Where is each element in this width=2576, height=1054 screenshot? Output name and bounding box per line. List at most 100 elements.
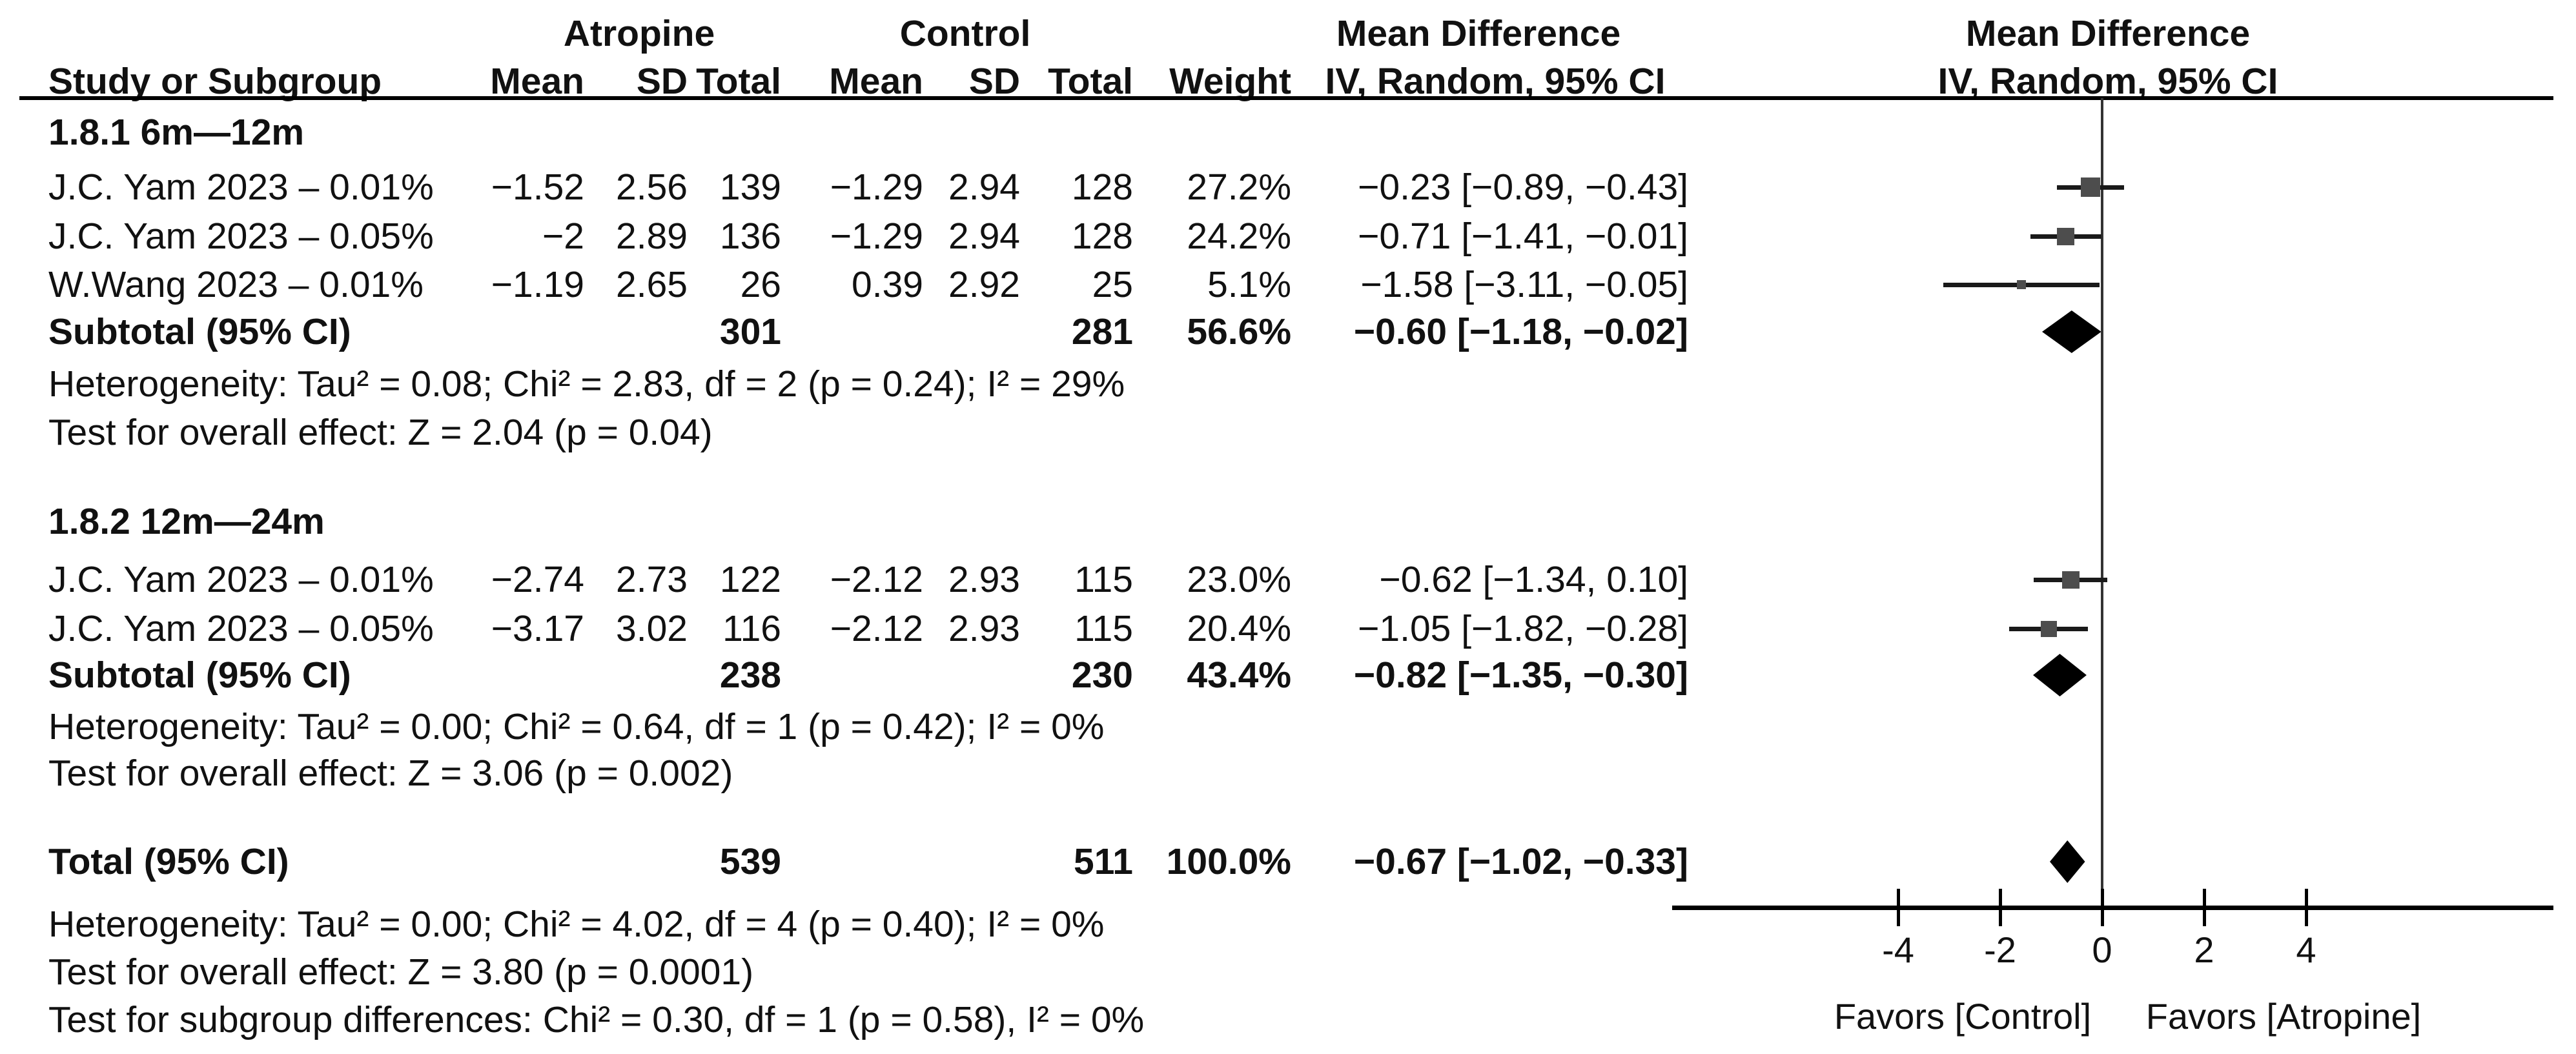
study-label: W.Wang 2023 – 0.01% [48,264,424,305]
control-mean: −1.29 [830,216,923,257]
atropine-sd: 2.65 [616,264,688,305]
pooled-diamond [2033,654,2087,696]
subtotal-control-total: 281 [1071,311,1133,352]
axis-tick [2305,889,2308,926]
table-row: J.C. Yam 2023 – 0.05% −3.17 3.02 116 −2.… [0,604,2576,653]
overall-effect-line: Test for overall effect: Z = 3.80 (p = 0… [0,948,2576,997]
favors-atropine-label: Favors [Atropine] [2145,996,2422,1037]
subgroup-2-label: 1.8.2 12m—24m [48,501,325,542]
heterogeneity-line: Heterogeneity: Tau² = 0.00; Chi² = 0.64,… [0,702,2576,751]
total-weight: 100.0% [1166,841,1291,882]
control-mean: −1.29 [830,167,923,208]
total-label: Total (95% CI) [48,841,289,882]
study-label: J.C. Yam 2023 – 0.05% [48,216,434,257]
study-label: J.C. Yam 2023 – 0.01% [48,559,434,600]
subtotal-row: Subtotal (95% CI) 238 230 43.4% −0.82 [−… [0,651,2576,700]
col-atropine-mean: Mean [490,61,584,102]
axis-tick-label: 0 [2092,929,2112,970]
col-study-or-subgroup: Study or Subgroup [48,61,382,102]
subgroup-1-label: 1.8.1 6m—12m [48,112,305,153]
md-ci-value: −0.62 [−1.34, 0.10] [1379,559,1688,600]
header-rule [19,96,2553,100]
axis-tick-label: 4 [2296,929,2316,970]
heterogeneity-line: Heterogeneity: Tau² = 0.00; Chi² = 4.02,… [0,900,2576,949]
atropine-sd: 2.73 [616,559,688,600]
atropine-mean: −1.52 [491,167,584,208]
weight-value: 20.4% [1187,608,1291,649]
subtotal-label: Subtotal (95% CI) [48,654,351,696]
column-header-row: Study or Subgroup Mean SD Total Mean SD … [0,57,2576,106]
subgroup-2-label-row: 1.8.2 12m—24m [0,497,2576,546]
pooled-diamond [2050,840,2085,883]
heterogeneity-text: Heterogeneity: Tau² = 0.00; Chi² = 0.64,… [48,706,1105,747]
zero-line [2101,98,2103,906]
effect-square [2057,227,2075,245]
atropine-mean: −3.17 [491,608,584,649]
weight-value: 24.2% [1187,216,1291,257]
subtotal-control-total: 230 [1071,654,1133,696]
col-control-sd: SD [968,61,1020,102]
md-ci-value: −0.23 [−0.89, −0.43] [1358,167,1688,208]
subtotal-md-ci: −0.60 [−1.18, −0.02] [1353,311,1688,352]
overall-effect-line: Test for overall effect: Z = 3.06 (p = 0… [0,749,2576,798]
pooled-diamond [2041,310,2101,353]
atropine-group-header: Atropine [563,13,715,54]
subtotal-weight: 56.6% [1187,311,1291,352]
axis-tick [2203,889,2206,926]
subtotal-md-ci: −0.82 [−1.35, −0.30] [1353,654,1688,696]
atropine-sd: 2.89 [616,216,688,257]
table-row: W.Wang 2023 – 0.01% −1.19 2.65 26 0.39 2… [0,260,2576,309]
heterogeneity-text: Heterogeneity: Tau² = 0.08; Chi² = 2.83,… [48,363,1125,405]
col-control-total: Total [1048,61,1133,102]
axis-tick [1999,889,2002,926]
control-sd: 2.92 [948,264,1020,305]
atropine-total: 116 [722,608,781,649]
weight-value: 27.2% [1187,167,1291,208]
col-atropine-sd: SD [636,61,688,102]
subgroup-1-label-row: 1.8.1 6m—12m [0,108,2576,157]
subgroup-differences-text: Test for subgroup differences: Chi² = 0.… [48,999,1145,1040]
control-total: 25 [1092,264,1133,305]
mean-difference-plot-header: Mean Difference [1965,13,2251,54]
overall-effect-text: Test for overall effect: Z = 3.06 (p = 0… [48,753,733,794]
effect-square [2040,620,2057,637]
table-row: J.C. Yam 2023 – 0.05% −2 2.89 136 −1.29 … [0,212,2576,261]
md-ci-value: −0.71 [−1.41, −0.01] [1358,216,1688,257]
atropine-total: 26 [740,264,781,305]
atropine-total: 122 [719,559,781,600]
study-label: J.C. Yam 2023 – 0.05% [48,608,434,649]
control-mean: −2.12 [830,608,923,649]
control-sd: 2.93 [948,608,1020,649]
subtotal-atropine-total: 301 [719,311,781,352]
weight-value: 23.0% [1187,559,1291,600]
table-row: J.C. Yam 2023 – 0.01% −1.52 2.56 139 −1.… [0,163,2576,212]
control-total: 115 [1074,559,1133,600]
total-row: Total (95% CI) 539 511 100.0% −0.67 [−1.… [0,837,2576,886]
heterogeneity-text: Heterogeneity: Tau² = 0.00; Chi² = 4.02,… [48,904,1105,945]
table-row: J.C. Yam 2023 – 0.01% −2.74 2.73 122 −2.… [0,555,2576,604]
total-atropine-total: 539 [719,841,781,882]
control-total: 115 [1074,608,1133,649]
control-group-header: Control [899,13,1031,54]
col-atropine-total: Total [696,61,781,102]
control-total: 128 [1071,167,1133,208]
mean-difference-text-header: Mean Difference [1336,13,1621,54]
axis-tick [2101,889,2104,926]
subtotal-weight: 43.4% [1187,654,1291,696]
atropine-mean: −1.19 [491,264,584,305]
md-ci-value: −1.05 [−1.82, −0.28] [1358,608,1688,649]
atropine-mean: −2.74 [491,559,584,600]
control-sd: 2.94 [948,167,1020,208]
heterogeneity-line: Heterogeneity: Tau² = 0.08; Chi² = 2.83,… [0,360,2576,409]
total-control-total: 511 [1074,841,1133,882]
effect-square [2017,280,2027,289]
col-iv-random-ci-text: IV, Random, 95% CI [1325,61,1666,102]
axis-tick [1897,889,1900,926]
group-header-row: Atropine Control Mean Difference Mean Di… [0,9,2576,58]
atropine-total: 136 [719,216,781,257]
control-sd: 2.93 [948,559,1020,600]
subtotal-label: Subtotal (95% CI) [48,311,351,352]
axis-tick-label: 2 [2194,929,2214,970]
atropine-sd: 3.02 [616,608,688,649]
